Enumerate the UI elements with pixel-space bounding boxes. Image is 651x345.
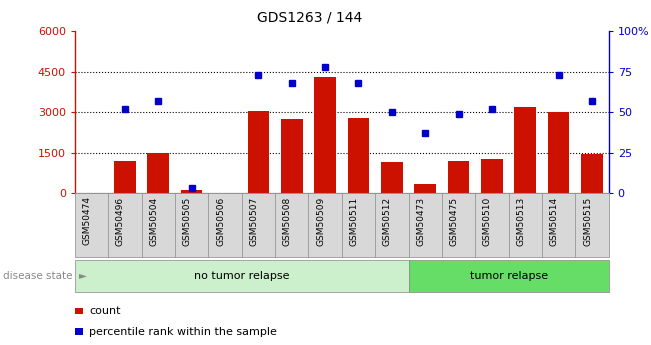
Bar bbox=[547, 112, 570, 193]
Text: GSM50496: GSM50496 bbox=[116, 196, 125, 246]
Bar bbox=[181, 190, 202, 193]
Text: GDS1263 / 144: GDS1263 / 144 bbox=[256, 10, 362, 24]
Bar bbox=[514, 107, 536, 193]
Bar bbox=[581, 154, 603, 193]
Bar bbox=[247, 111, 270, 193]
Text: percentile rank within the sample: percentile rank within the sample bbox=[89, 327, 277, 336]
Bar bbox=[448, 161, 469, 193]
Text: tumor relapse: tumor relapse bbox=[469, 271, 547, 281]
Bar bbox=[314, 77, 336, 193]
Text: GSM50507: GSM50507 bbox=[249, 196, 258, 246]
Text: GSM50506: GSM50506 bbox=[216, 196, 225, 246]
Text: GSM50511: GSM50511 bbox=[350, 196, 359, 246]
Text: GSM50475: GSM50475 bbox=[450, 196, 458, 246]
Bar bbox=[381, 162, 403, 193]
Text: disease state  ►: disease state ► bbox=[3, 271, 87, 281]
Text: GSM50474: GSM50474 bbox=[83, 196, 92, 245]
Text: GSM50473: GSM50473 bbox=[416, 196, 425, 246]
Text: no tumor relapse: no tumor relapse bbox=[194, 271, 290, 281]
Text: GSM50513: GSM50513 bbox=[516, 196, 525, 246]
Bar bbox=[147, 152, 169, 193]
Text: GSM50509: GSM50509 bbox=[316, 196, 325, 246]
Bar bbox=[281, 119, 303, 193]
Bar bbox=[481, 159, 503, 193]
Text: count: count bbox=[89, 306, 120, 316]
Text: GSM50504: GSM50504 bbox=[149, 196, 158, 246]
Text: GSM50515: GSM50515 bbox=[583, 196, 592, 246]
Text: GSM50510: GSM50510 bbox=[483, 196, 492, 246]
Text: GSM50505: GSM50505 bbox=[183, 196, 191, 246]
Text: GSM50508: GSM50508 bbox=[283, 196, 292, 246]
Bar bbox=[114, 161, 136, 193]
Bar bbox=[414, 184, 436, 193]
Text: GSM50512: GSM50512 bbox=[383, 196, 392, 246]
Text: GSM50514: GSM50514 bbox=[549, 196, 559, 246]
Bar bbox=[348, 118, 369, 193]
